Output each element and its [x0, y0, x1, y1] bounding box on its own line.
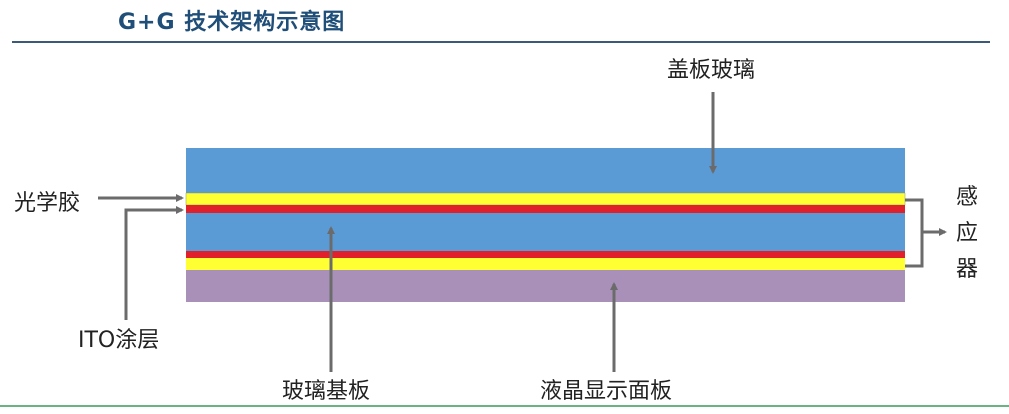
glass-substrate-layer	[186, 213, 905, 251]
sensor-char: 器	[956, 257, 979, 282]
label-cover-glass: 盖板玻璃	[667, 58, 756, 83]
label-optical-adhesive: 光学胶	[14, 191, 81, 216]
label-sensor: 感 应 器	[956, 180, 978, 288]
ito-layer-bottom	[186, 251, 905, 258]
lcd-panel-layer	[186, 270, 905, 302]
cover-glass-layer	[186, 148, 905, 193]
label-lcd-panel: 液晶显示面板	[540, 379, 673, 404]
ito-arrow	[124, 206, 184, 320]
layer-stack	[185, 148, 906, 302]
optical-adhesive-layer-bottom	[186, 258, 905, 270]
page-title: G+G 技术架构示意图	[118, 10, 346, 35]
sensor-char: 感	[956, 185, 979, 210]
optical-adhesive-layer-top	[185, 192, 906, 206]
ito-layer-top	[186, 205, 905, 213]
sensor-char: 应	[956, 221, 979, 246]
label-ito-coating: ITO涂层	[78, 328, 160, 353]
sensor-bracket	[905, 198, 924, 268]
label-glass-substrate: 玻璃基板	[282, 379, 371, 404]
